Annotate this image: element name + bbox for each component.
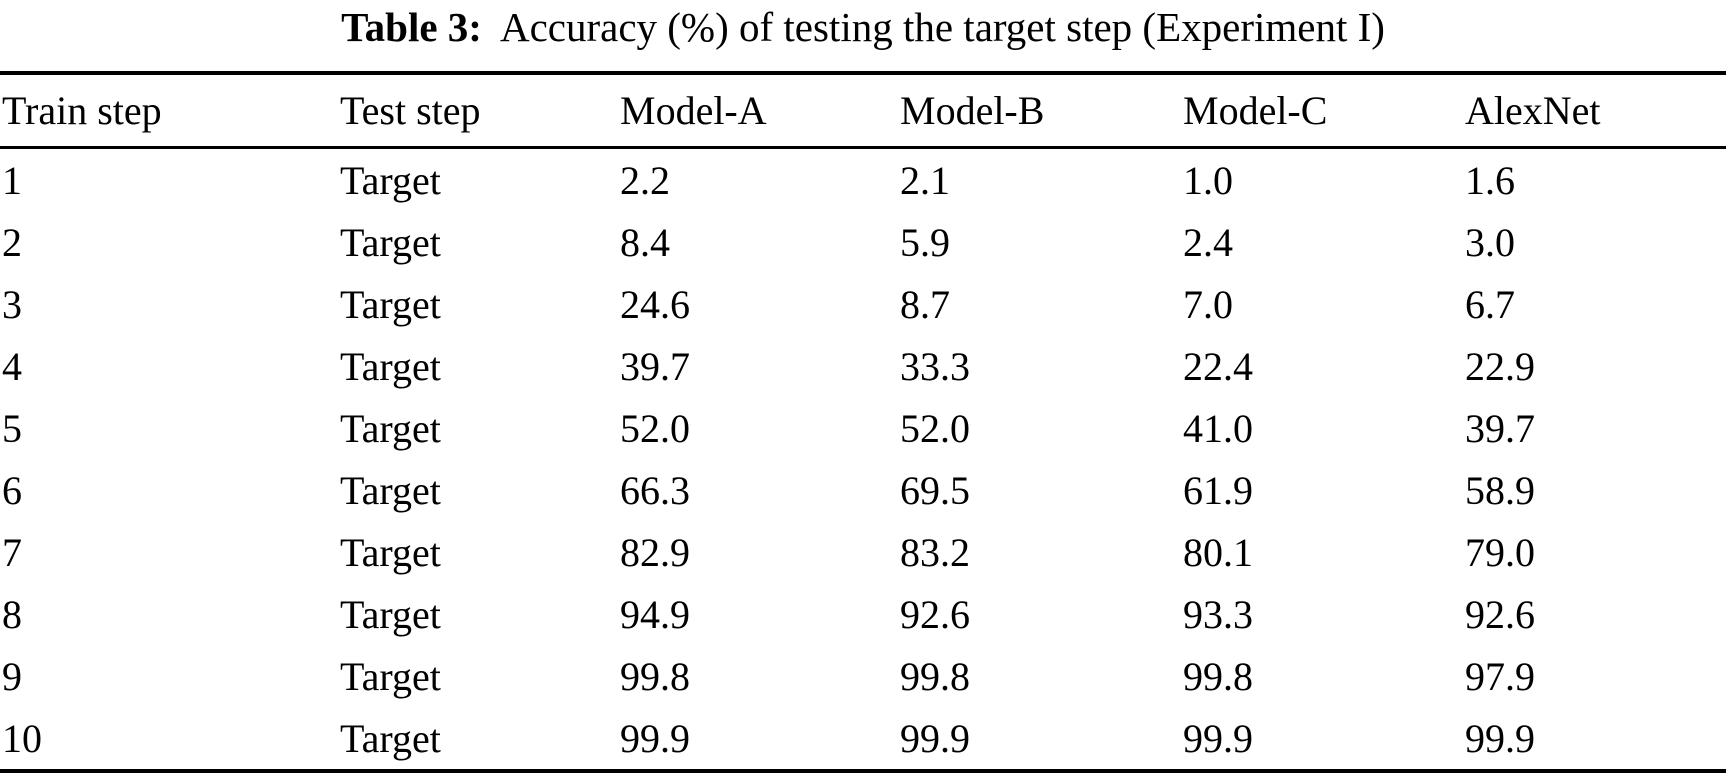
table-cell: Target — [340, 219, 441, 265]
table-cell: 52.0 — [900, 405, 970, 451]
table-cell: 99.9 — [1465, 715, 1535, 761]
table-cell: 8 — [2, 591, 22, 637]
table-caption: Table 3: Accuracy (%) of testing the tar… — [0, 0, 1726, 71]
table-cell: 5 — [2, 405, 22, 451]
table-cell: 99.9 — [900, 715, 970, 761]
table-cell: 3.0 — [1465, 219, 1515, 265]
table-cell: 92.6 — [1465, 591, 1535, 637]
table-row: 4 Target 39.7 33.3 22.4 22.9 — [0, 335, 1726, 397]
column-header-train-step: Train step — [0, 73, 340, 149]
column-header-model-b: Model-B — [900, 73, 1183, 149]
table-caption-label: Table 3: — [341, 4, 482, 50]
table-cell: 66.3 — [620, 467, 690, 513]
table-cell: 1 — [2, 157, 22, 203]
column-header-model-a: Model-A — [620, 73, 900, 149]
table-row: 10 Target 99.9 99.9 99.9 99.9 — [0, 707, 1726, 771]
table-cell: 2.4 — [1183, 219, 1233, 265]
table-cell: 97.9 — [1465, 653, 1535, 699]
table-cell: Target — [340, 715, 441, 761]
table-cell: 39.7 — [620, 343, 690, 389]
table-cell: 33.3 — [900, 343, 970, 389]
table-cell: Target — [340, 467, 441, 513]
table-cell: 24.6 — [620, 281, 690, 327]
table-row: 9 Target 99.8 99.8 99.8 97.9 — [0, 645, 1726, 707]
column-header-model-c: Model-C — [1183, 73, 1465, 149]
table-cell: 80.1 — [1183, 529, 1253, 575]
table-cell: 2 — [2, 219, 22, 265]
table-cell: Target — [340, 343, 441, 389]
table-cell: 3 — [2, 281, 22, 327]
header-row: Train step Test step Model-A Model-B Mod… — [0, 73, 1726, 149]
table-cell: 61.9 — [1183, 467, 1253, 513]
table-row: 5 Target 52.0 52.0 41.0 39.7 — [0, 397, 1726, 459]
table-cell: Target — [340, 653, 441, 699]
table-cell: 41.0 — [1183, 405, 1253, 451]
table-cell: 9 — [2, 653, 22, 699]
table-cell: 69.5 — [900, 467, 970, 513]
table-cell: 1.0 — [1183, 157, 1233, 203]
table-body: 1 Target 2.2 2.1 1.0 1.6 2 Target 8.4 5.9 2.4 3.0 3 T… — [0, 148, 1726, 772]
table-cell: 10 — [2, 715, 42, 761]
table-cell: 7 — [2, 529, 22, 575]
table-row: 1 Target 2.2 2.1 1.0 1.6 — [0, 148, 1726, 212]
table-cell: 6 — [2, 467, 22, 513]
column-header-alexnet: AlexNet — [1465, 73, 1726, 149]
table-cell: 1.6 — [1465, 157, 1515, 203]
table-cell: 99.9 — [1183, 715, 1253, 761]
table-cell: 7.0 — [1183, 281, 1233, 327]
table-cell: 2.2 — [620, 157, 670, 203]
table-cell: 22.4 — [1183, 343, 1253, 389]
table-cell: 22.9 — [1465, 343, 1535, 389]
table-cell: 8.7 — [900, 281, 950, 327]
table-cell: 92.6 — [900, 591, 970, 637]
table-cell: 99.8 — [620, 653, 690, 699]
table-row: 3 Target 24.6 8.7 7.0 6.7 — [0, 273, 1726, 335]
table-row: 2 Target 8.4 5.9 2.4 3.0 — [0, 211, 1726, 273]
column-header-test-step: Test step — [340, 73, 620, 149]
table-cell: 8.4 — [620, 219, 670, 265]
table-cell: 93.3 — [1183, 591, 1253, 637]
table-cell: Target — [340, 157, 441, 203]
table-cell: 52.0 — [620, 405, 690, 451]
table-cell: 79.0 — [1465, 529, 1535, 575]
table-cell: 4 — [2, 343, 22, 389]
table-cell: 5.9 — [900, 219, 950, 265]
accuracy-table: Train step Test step Model-A Model-B Mod… — [0, 71, 1726, 773]
table-cell: Target — [340, 529, 441, 575]
table-cell: 82.9 — [620, 529, 690, 575]
table-cell: 58.9 — [1465, 467, 1535, 513]
table-cell: 6.7 — [1465, 281, 1515, 327]
table-row: 8 Target 94.9 92.6 93.3 92.6 — [0, 583, 1726, 645]
table-row: 6 Target 66.3 69.5 61.9 58.9 — [0, 459, 1726, 521]
table-cell: 39.7 — [1465, 405, 1535, 451]
table-cell: 83.2 — [900, 529, 970, 575]
table-caption-text: Accuracy (%) of testing the target step … — [499, 4, 1385, 50]
table-cell: 99.8 — [1183, 653, 1253, 699]
table-cell: 99.9 — [620, 715, 690, 761]
table-cell: Target — [340, 591, 441, 637]
table-row: 7 Target 82.9 83.2 80.1 79.0 — [0, 521, 1726, 583]
table-cell: Target — [340, 405, 441, 451]
table-cell: 94.9 — [620, 591, 690, 637]
table-cell: 2.1 — [900, 157, 950, 203]
table-cell: Target — [340, 281, 441, 327]
table-cell: 99.8 — [900, 653, 970, 699]
